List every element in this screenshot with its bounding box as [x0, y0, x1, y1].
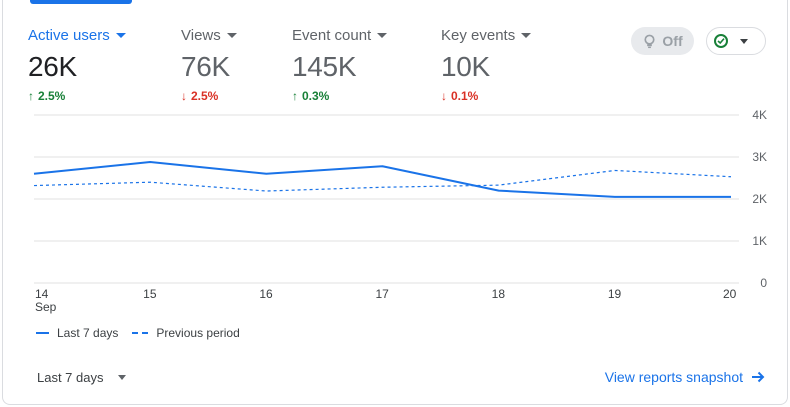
metric-change-value: 2.5% — [191, 89, 219, 103]
view-reports-snapshot-link[interactable]: View reports snapshot — [605, 369, 765, 385]
metric-tab-key-events[interactable]: Key events 10K ↓ 0.1% — [441, 26, 532, 103]
arrow-down-icon: ↓ — [441, 89, 447, 103]
metric-tab-event-count[interactable]: Event count 145K ↑ 0.3% — [292, 26, 388, 103]
metric-value: 10K — [441, 51, 490, 82]
metric-change: ↑ 0.3% — [292, 89, 387, 103]
snapshot-link-label: View reports snapshot — [604, 369, 743, 385]
metric-change-value: 0.1% — [451, 89, 479, 103]
metric-title: Active users — [28, 26, 110, 44]
metric-title: Key events — [441, 26, 516, 44]
legend-swatch-solid — [36, 332, 49, 334]
metric-tab-active-users[interactable]: Active users 26K ↑ 2.5% — [28, 26, 126, 103]
legend-label-current: Last 7 days — [57, 326, 119, 340]
x-tick-label: 20 — [723, 287, 737, 301]
insights-toggle[interactable]: Off — [631, 27, 694, 55]
x-tick-label: 17 — [376, 287, 390, 301]
metric-change: ↓ 2.5% — [181, 89, 237, 103]
y-tick-label: 3K — [752, 150, 767, 164]
y-tick-label: 0 — [760, 276, 767, 290]
metric-change-value: 0.3% — [302, 89, 330, 103]
x-tick-label: 18 — [492, 287, 506, 301]
date-range-selector[interactable]: Last 7 days — [37, 370, 126, 385]
metric-tab-views[interactable]: Views 76K ↓ 2.5% — [181, 26, 237, 103]
legend-swatch-dashed — [132, 332, 149, 334]
active-metric-indicator — [30, 0, 132, 4]
date-range-label: Last 7 days — [37, 370, 104, 385]
chevron-down-icon — [521, 33, 532, 38]
x-tick-label: 16 — [259, 287, 273, 301]
metric-change: ↓ 0.1% — [441, 89, 531, 103]
y-tick-label: 4K — [752, 108, 767, 122]
arrow-up-icon: ↑ — [292, 89, 298, 103]
y-tick-label: 1K — [752, 234, 767, 248]
arrow-down-icon: ↓ — [181, 89, 187, 103]
bulb-icon — [644, 34, 655, 48]
metric-label-key-events[interactable]: Key events — [441, 26, 532, 44]
metric-change-value: 2.5% — [38, 89, 66, 103]
check-circle-icon — [714, 34, 728, 48]
metric-label-event-count[interactable]: Event count — [292, 26, 388, 44]
chevron-down-icon — [117, 375, 126, 380]
metric-value: 76K — [181, 51, 230, 82]
chevron-down-icon — [377, 33, 388, 38]
series-line-previous-period — [33, 169, 732, 192]
x-tick-label: 15 — [143, 287, 157, 301]
metric-value: 26K — [28, 51, 77, 82]
arrow-up-icon: ↑ — [28, 89, 34, 103]
line-chart: 0 1K 2K 3K 4K 14 15 16 17 18 19 20 Sep — [33, 108, 767, 314]
metric-value: 145K — [292, 51, 357, 82]
metric-title: Event count — [292, 26, 372, 44]
x-tick-label: 19 — [608, 287, 622, 301]
insights-toggle-label: Off — [662, 33, 683, 49]
metric-change: ↑ 2.5% — [28, 89, 126, 103]
legend-label-previous: Previous period — [156, 326, 240, 340]
status-dropdown[interactable] — [706, 27, 766, 55]
series-line-last-7-days — [33, 161, 731, 198]
chevron-down-icon — [115, 33, 126, 38]
metric-title: Views — [181, 26, 221, 44]
x-tick-label: 14 — [35, 287, 49, 301]
metric-label-views[interactable]: Views — [181, 26, 237, 44]
y-tick-label: 2K — [752, 192, 767, 206]
chevron-down-icon — [226, 33, 237, 38]
arrow-right-icon — [752, 371, 765, 383]
metric-label-active-users[interactable]: Active users — [28, 26, 126, 44]
x-tick-sublabel: Sep — [35, 300, 57, 314]
chevron-down-icon — [740, 38, 748, 44]
chart-legend: Last 7 days Previous period — [36, 326, 240, 340]
